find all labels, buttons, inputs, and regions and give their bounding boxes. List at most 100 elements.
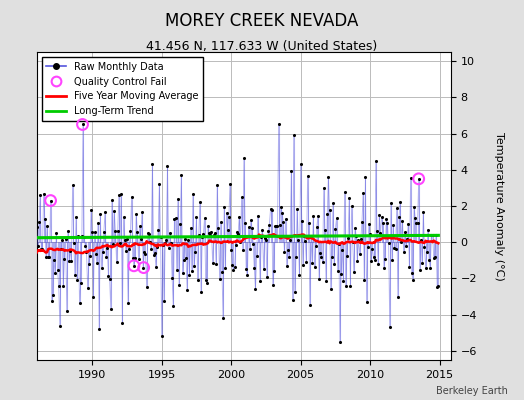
Point bbox=[348, 239, 357, 245]
Point bbox=[144, 230, 152, 236]
Point bbox=[237, 194, 246, 201]
Point bbox=[83, 284, 92, 291]
Point bbox=[286, 236, 294, 243]
Point bbox=[200, 215, 209, 221]
Point bbox=[279, 219, 288, 225]
Point bbox=[147, 246, 156, 253]
Point bbox=[130, 262, 138, 269]
Point bbox=[230, 266, 238, 273]
Point bbox=[231, 264, 239, 270]
Point bbox=[369, 254, 378, 261]
Point bbox=[56, 322, 64, 329]
Point bbox=[150, 250, 159, 256]
Point bbox=[174, 196, 182, 202]
Point bbox=[188, 267, 196, 274]
Point bbox=[190, 263, 198, 270]
Point bbox=[94, 220, 102, 226]
Point bbox=[202, 277, 210, 284]
Point bbox=[307, 233, 315, 240]
Point bbox=[414, 176, 423, 182]
Point bbox=[45, 253, 53, 260]
Point bbox=[210, 232, 218, 238]
Point bbox=[81, 242, 90, 249]
Point bbox=[104, 273, 113, 280]
Point bbox=[427, 232, 435, 238]
Point bbox=[171, 215, 180, 221]
Point bbox=[93, 260, 101, 266]
Point bbox=[363, 299, 371, 306]
Point bbox=[117, 191, 125, 197]
Point bbox=[319, 259, 327, 266]
Point bbox=[141, 251, 150, 258]
Point bbox=[326, 286, 335, 292]
Point bbox=[249, 241, 257, 248]
Point bbox=[74, 233, 83, 239]
Point bbox=[160, 298, 168, 304]
Point bbox=[211, 230, 219, 236]
Point bbox=[342, 283, 350, 290]
Point bbox=[232, 242, 240, 248]
Point bbox=[376, 230, 385, 236]
Point bbox=[385, 240, 393, 246]
Point bbox=[359, 190, 367, 196]
Point bbox=[300, 232, 308, 239]
Point bbox=[130, 262, 138, 269]
Point bbox=[161, 240, 169, 246]
Point bbox=[208, 228, 216, 235]
Point bbox=[66, 248, 74, 254]
Point bbox=[65, 258, 73, 264]
Point bbox=[106, 306, 115, 312]
Point bbox=[432, 232, 440, 238]
Point bbox=[125, 246, 134, 252]
Text: 41.456 N, 117.633 W (United States): 41.456 N, 117.633 W (United States) bbox=[146, 40, 378, 53]
Point bbox=[409, 276, 417, 283]
Point bbox=[43, 222, 51, 229]
Point bbox=[148, 161, 157, 168]
Point bbox=[357, 236, 365, 242]
Point bbox=[116, 240, 124, 246]
Point bbox=[159, 241, 167, 248]
Point bbox=[209, 260, 217, 266]
Point bbox=[414, 176, 423, 182]
Point bbox=[303, 173, 312, 180]
Point bbox=[71, 272, 79, 278]
Point bbox=[175, 282, 183, 289]
Point bbox=[183, 287, 191, 293]
Point bbox=[64, 228, 72, 234]
Point bbox=[213, 182, 222, 188]
Point bbox=[418, 260, 427, 266]
Point bbox=[375, 211, 384, 218]
Point bbox=[109, 241, 117, 248]
Point bbox=[259, 266, 268, 273]
Point bbox=[243, 272, 252, 278]
Point bbox=[245, 246, 254, 252]
Point bbox=[88, 228, 96, 235]
Point bbox=[49, 292, 57, 298]
Point bbox=[324, 174, 333, 180]
Point bbox=[253, 253, 261, 259]
Point bbox=[311, 242, 320, 249]
Point bbox=[68, 182, 77, 188]
Point bbox=[405, 264, 413, 271]
Point bbox=[351, 225, 359, 231]
Point bbox=[329, 200, 337, 206]
Point bbox=[133, 229, 141, 235]
Point bbox=[36, 192, 45, 198]
Point bbox=[90, 229, 99, 236]
Point bbox=[219, 315, 227, 322]
Point bbox=[305, 302, 314, 308]
Point bbox=[152, 264, 160, 270]
Point bbox=[168, 275, 176, 282]
Point bbox=[370, 257, 379, 264]
Point bbox=[274, 223, 282, 230]
Point bbox=[126, 228, 135, 234]
Point bbox=[122, 248, 130, 255]
Point bbox=[257, 234, 266, 240]
Point bbox=[328, 254, 336, 260]
Point bbox=[238, 247, 247, 254]
Point bbox=[214, 224, 223, 231]
Point bbox=[350, 269, 358, 276]
Point bbox=[80, 234, 89, 240]
Point bbox=[119, 214, 128, 220]
Point bbox=[84, 261, 93, 268]
